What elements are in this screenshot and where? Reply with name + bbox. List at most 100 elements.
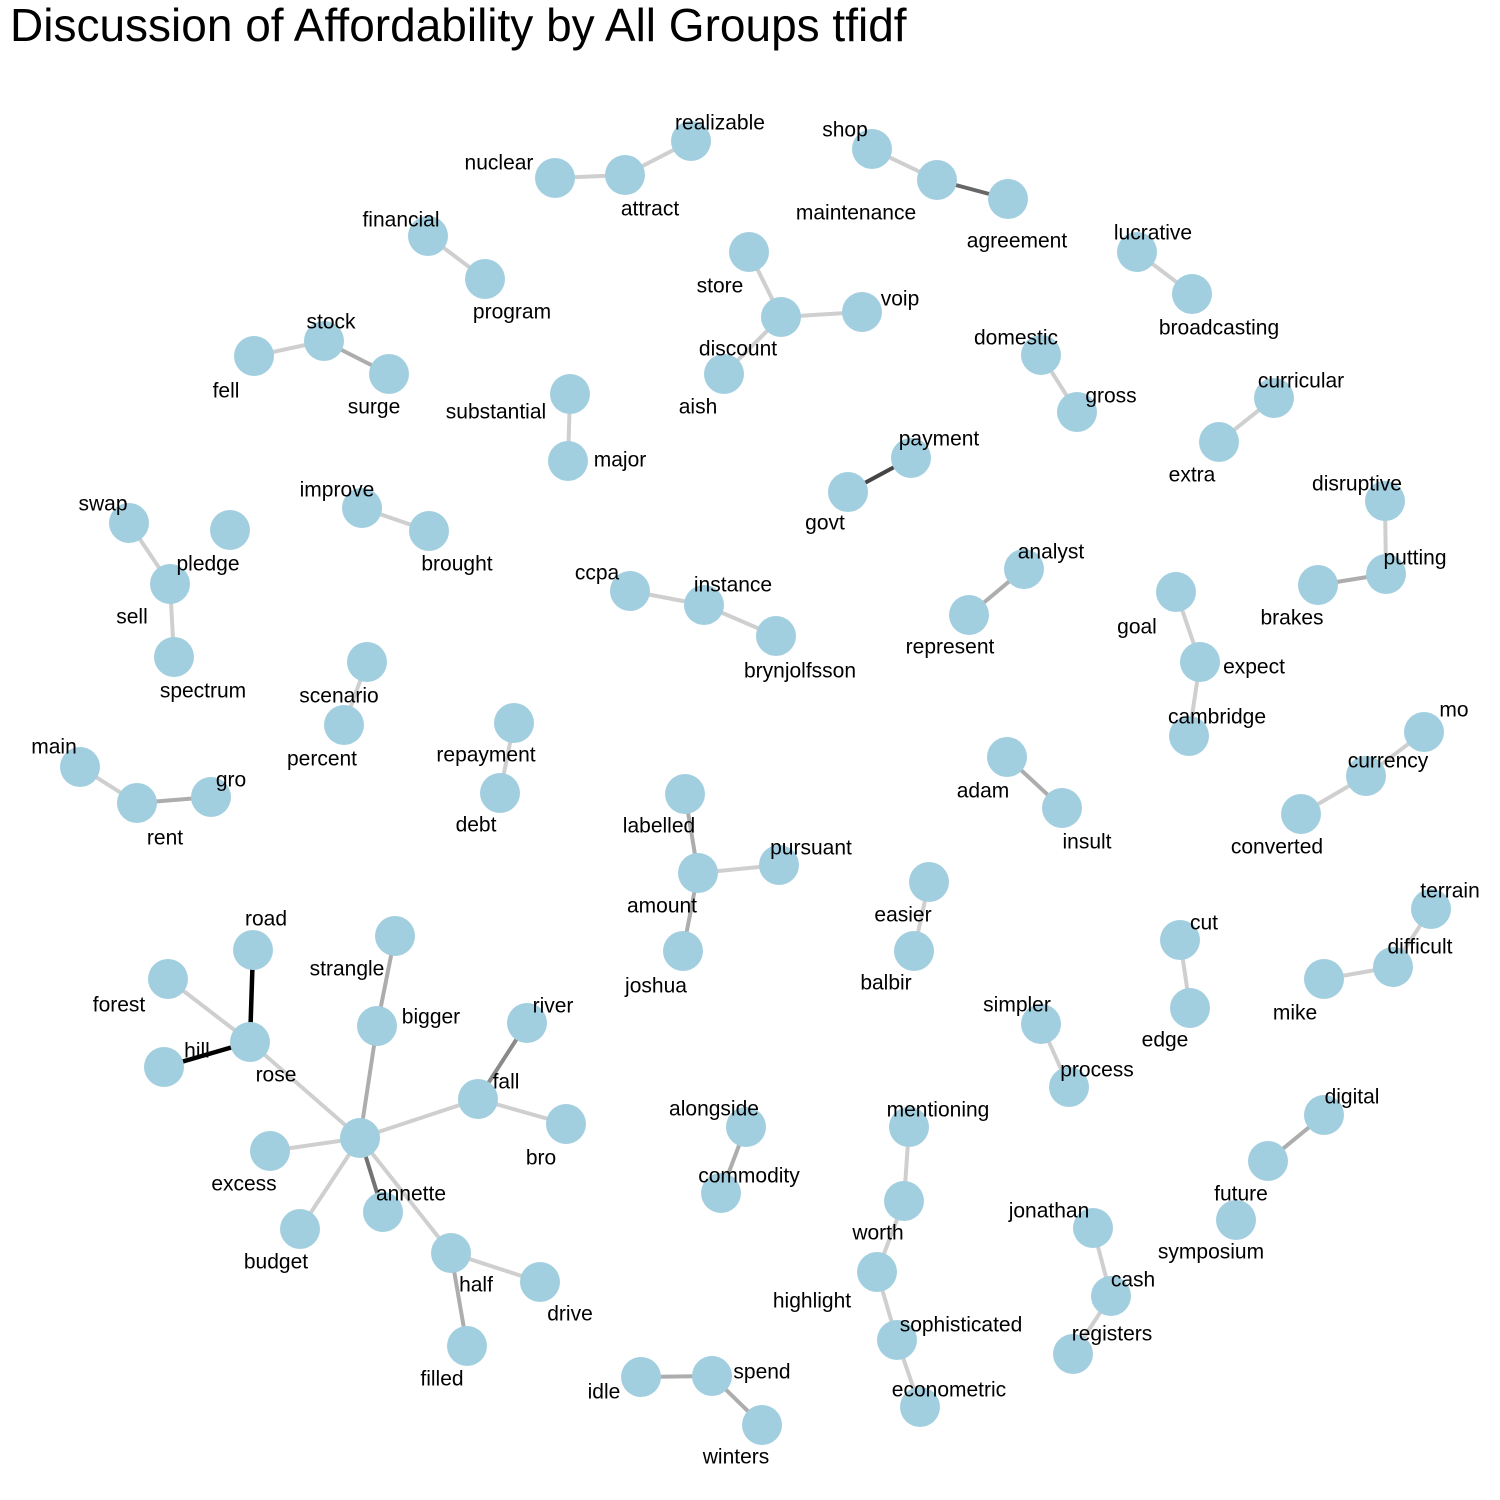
node-label-instance: instance [694, 574, 772, 597]
node-label-joshua: joshua [624, 975, 687, 998]
node-labelled [665, 774, 705, 814]
node-label-brynjolfsson: brynjolfsson [744, 660, 856, 683]
node-drive [520, 1262, 560, 1302]
node-program [465, 259, 505, 299]
node-easier [909, 862, 949, 902]
node-label-commodity: commodity [698, 1165, 800, 1188]
node-label-drive: drive [547, 1303, 593, 1326]
node-label-jonathan: jonathan [1008, 1200, 1090, 1223]
node-sophisticated [877, 1320, 917, 1360]
node-sell [150, 564, 190, 604]
node-balbir [894, 931, 934, 971]
node-insult [1042, 788, 1082, 828]
node-budget [280, 1209, 320, 1249]
node-label-labelled: labelled [623, 815, 695, 838]
node-fell [234, 336, 274, 376]
node-nuclear [535, 158, 575, 198]
node-pledge [210, 510, 250, 550]
node-rose [230, 1022, 270, 1062]
node-attract [605, 155, 645, 195]
node-label-gro: gro [216, 769, 246, 792]
node-ccpa [610, 571, 650, 611]
node-substantial [550, 374, 590, 414]
node-label-stock: stock [306, 311, 356, 334]
node-label-attract: attract [621, 198, 680, 221]
node-major [548, 441, 588, 481]
node-label-major: major [594, 449, 647, 472]
node-lucrative [1117, 232, 1157, 272]
node-terrain [1411, 889, 1451, 929]
node-label-sophisticated: sophisticated [900, 1314, 1023, 1337]
node-alongside [726, 1107, 766, 1147]
node-aish [704, 354, 744, 394]
node-amount [678, 853, 718, 893]
node-discount [761, 297, 801, 337]
node-commodity [701, 1173, 741, 1213]
node-label-future: future [1214, 1183, 1268, 1206]
edge-hub-half [358, 1136, 453, 1255]
node-label-difficult: difficult [1388, 936, 1453, 959]
node-label-brought: brought [421, 553, 492, 576]
diagram-title: Discussion of Affordability by All Group… [10, 0, 907, 51]
node-highlight [857, 1252, 897, 1292]
node-currency [1346, 756, 1386, 796]
node-label-forest: forest [93, 994, 146, 1017]
node-spectrum [154, 637, 194, 677]
node-label-fell: fell [213, 380, 240, 403]
node-brynjolfsson [756, 616, 796, 656]
node-label-winters: winters [702, 1446, 770, 1469]
node-bro [546, 1104, 586, 1144]
node-label-digital: digital [1325, 1086, 1380, 1109]
node-label-discount: discount [699, 338, 777, 361]
node-simpler [1021, 1004, 1061, 1044]
node-label-rent: rent [147, 827, 183, 850]
node-label-adam: adam [957, 780, 1010, 803]
node-layer [60, 121, 1451, 1445]
node-future [1248, 1141, 1288, 1181]
node-label-annette: annette [376, 1183, 446, 1206]
node-label-scenario: scenario [299, 685, 378, 708]
node-label-hill: hill [184, 1040, 210, 1063]
node-broadcasting [1172, 274, 1212, 314]
node-label-agreement: agreement [967, 230, 1068, 253]
node-joshua [663, 931, 703, 971]
node-rent [117, 783, 157, 823]
node-label-idle: idle [588, 1381, 621, 1404]
node-bigger [357, 1006, 397, 1046]
node-improve [342, 488, 382, 528]
node-realizable [671, 121, 711, 161]
node-label-amount: amount [627, 895, 697, 918]
node-idle [621, 1357, 661, 1397]
node-gro [191, 777, 231, 817]
node-main [60, 747, 100, 787]
node-label-financial: financial [362, 209, 439, 232]
node-label-goal: goal [1117, 616, 1157, 639]
node-label-symposium: symposium [1158, 1241, 1264, 1264]
node-curricular [1254, 378, 1294, 418]
node-label-putting: putting [1383, 547, 1446, 570]
edge-fall-hub [358, 1097, 480, 1140]
node-payment [891, 438, 931, 478]
node-cash [1091, 1276, 1131, 1316]
node-label-process: process [1060, 1059, 1134, 1082]
node-worth [884, 1181, 924, 1221]
node-label-alongside: alongside [669, 1098, 759, 1121]
node-label-main: main [31, 736, 77, 759]
node-financial [408, 216, 448, 256]
node-label-spectrum: spectrum [160, 680, 246, 703]
node-extra [1199, 422, 1239, 462]
node-label-gross: gross [1085, 385, 1136, 408]
node-goal [1156, 572, 1196, 612]
node-label-simpler: simpler [983, 994, 1051, 1017]
node-label-nuclear: nuclear [465, 152, 534, 175]
node-label-highlight: highlight [773, 1290, 851, 1313]
node-label-edge: edge [1142, 1029, 1189, 1052]
node-label-improve: improve [300, 479, 375, 502]
node-label-spend: spend [733, 1361, 790, 1384]
node-expect [1180, 642, 1220, 682]
node-label-domestic: domestic [974, 327, 1058, 350]
node-label-aish: aish [679, 396, 718, 419]
node-hub [340, 1118, 380, 1158]
node-label-repayment: repayment [436, 744, 535, 767]
node-econometric [900, 1387, 940, 1427]
